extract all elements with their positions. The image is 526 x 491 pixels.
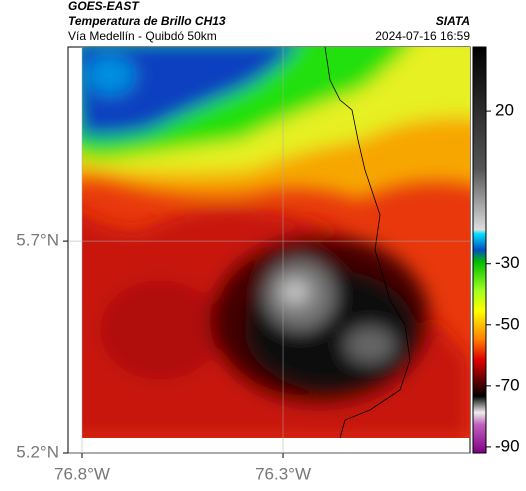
colorbar-tick-label: -30 <box>495 253 520 272</box>
x-tick-label: 76.3°W <box>255 464 311 483</box>
colorbar <box>472 46 487 454</box>
y-tick-label: 5.7°N <box>16 231 59 250</box>
colorbar-tick-label: 20 <box>495 101 514 120</box>
raster <box>82 47 470 438</box>
source: SIATA <box>436 14 470 28</box>
colorbar-tick-label: -70 <box>495 375 520 394</box>
colorbar-tick-label: -90 <box>495 436 520 455</box>
datetime: 2024-07-16 16:59 <box>375 29 470 43</box>
y-tick-label: 5.2°N <box>16 442 59 461</box>
satellite: GOES-EAST <box>68 0 140 13</box>
region: Vía Medellín - Quibdó 50km <box>68 29 217 43</box>
x-tick-label: 76.8°W <box>54 464 110 483</box>
colorbar-tick-label: -50 <box>495 314 520 333</box>
product: Temperatura de Brillo CH13 <box>68 14 226 28</box>
